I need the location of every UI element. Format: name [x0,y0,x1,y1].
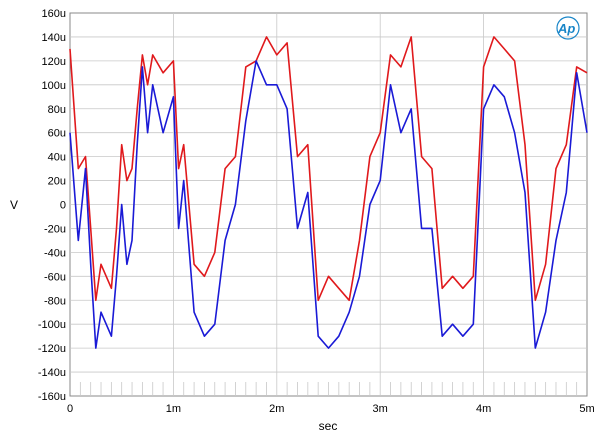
minor-ticks [79,382,578,396]
x-tick-label: 1m [166,403,181,415]
x-tick-label: 0 [67,403,73,415]
y-tick-label: 140u [42,32,66,44]
y-tick-label: 0 [60,200,66,212]
x-tick-labels: 0 1m 2m 3m 4m 5m [67,403,595,415]
y-axis-title: V [10,198,18,212]
x-tick-label: 4m [476,403,491,415]
x-tick-label: 2m [269,403,284,415]
grid [70,13,587,396]
y-tick-label: 160u [42,8,66,20]
y-tick-label: 60u [48,128,66,140]
y-tick-label: 100u [42,80,66,92]
y-tick-label: 80u [48,104,66,116]
series-line-2 [69,60,588,349]
series-layer [69,36,588,349]
ap-logo: Ap [556,16,580,40]
ap-logo-text: Ap [557,21,575,36]
y-tick-labels: 160u 140u 120u 100u 80u 60u 40u 20u 0 -20u -40u -60… [38,8,66,403]
series-line-1 [69,36,588,302]
x-tick-label: 3m [373,403,388,415]
x-tick-label: 5m [579,403,594,415]
y-tick-label: -120u [38,343,66,355]
y-tick-label: 120u [42,56,66,68]
y-tick-label: -60u [44,271,66,283]
y-tick-label: -40u [44,247,66,259]
y-tick-label: -140u [38,367,66,379]
y-tick-label: 40u [48,152,66,164]
y-tick-label: -100u [38,319,66,331]
x-axis-title: sec [319,419,338,433]
y-tick-label: -80u [44,295,66,307]
y-tick-label: 20u [48,176,66,188]
y-tick-label: -20u [44,223,66,235]
y-tick-label: -160u [38,391,66,403]
